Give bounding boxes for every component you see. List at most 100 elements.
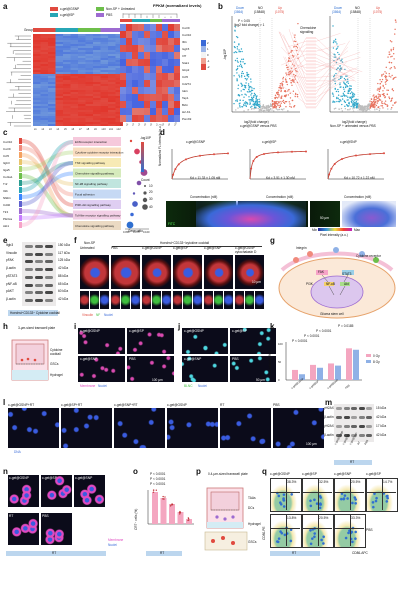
- g-label-integrin: Integrin: [296, 246, 307, 250]
- gene-label: Ido1: [182, 89, 188, 93]
- d-point: [199, 154, 201, 157]
- enrichment-dot: [134, 148, 140, 155]
- enrichment-dot: [126, 221, 134, 229]
- c-xtick: 0.100: [143, 230, 150, 234]
- tile-label: PBS: [129, 357, 136, 361]
- blot-band: [25, 268, 33, 272]
- svg-text:s12: s12: [117, 127, 122, 130]
- western-blot-e: [22, 242, 56, 306]
- blot-band: [358, 416, 365, 419]
- k-p2: P < 0.0001: [316, 329, 332, 333]
- o-point: [162, 495, 164, 498]
- o-point: [162, 498, 164, 500]
- transwell-schematic-p: [204, 487, 248, 551]
- term-label: PI3K-Akt signalling pathway: [75, 203, 111, 207]
- n-crt-tile: [41, 513, 72, 545]
- n-legend-nuclei: Nuclei: [108, 543, 117, 547]
- term-node: [73, 147, 121, 157]
- gene-node: [19, 208, 22, 214]
- term-node: [73, 168, 121, 178]
- f-channel-tile: [131, 291, 140, 309]
- d-fitc-image-3: [310, 201, 340, 227]
- small-group-cell: [150, 19, 156, 22]
- scale-tick: 1: [207, 47, 209, 51]
- gene-label: Irf7: [182, 54, 187, 58]
- term-label: Chemokine signalling pathway: [75, 172, 115, 176]
- legend-sp: c-gel@SP: [60, 13, 75, 17]
- n-tile-label: c-gel@SP: [42, 476, 57, 480]
- gene-label: Ifit1: [182, 40, 187, 44]
- d-point: [227, 152, 229, 155]
- l-dna-tile: [114, 408, 165, 448]
- blot-e-protein: Vinculin: [6, 250, 18, 255]
- term-node: [73, 189, 121, 199]
- q-gate-value: 14.7%: [383, 480, 393, 484]
- blot-e-protein: pNF-κB: [6, 281, 17, 286]
- blot-band: [25, 291, 33, 295]
- svg-text:s11: s11: [109, 127, 114, 130]
- i-legend-membrane: Membrane: [80, 384, 96, 388]
- fluorescence-tile: [230, 328, 276, 354]
- d-kd-2: Kd = 3.51 ± 1.30 nM: [266, 176, 295, 180]
- l-scalebar: 100 μm: [306, 442, 317, 446]
- term-label: Cytokine-cytokine receptor interaction: [75, 151, 124, 155]
- d-point: [185, 158, 187, 161]
- d-point: [383, 152, 385, 155]
- volcano-left-no-n: (15848): [254, 10, 265, 14]
- n-tile-label: c-gel@SNP: [75, 476, 93, 480]
- o-p2: P < 0.0001: [150, 477, 166, 481]
- o-point: [155, 489, 158, 491]
- blot-e-kda: 42 kDa: [58, 296, 69, 301]
- f-channel-tile: [80, 291, 89, 309]
- o-point: [170, 504, 172, 506]
- i-scalebar: 100 μm: [152, 378, 163, 382]
- f-channel-tile: [121, 291, 130, 309]
- j-legend-blnc: BLNC: [184, 384, 193, 388]
- q-gate-h: [334, 492, 364, 493]
- d-xlabel-3: Concentration (nM): [344, 195, 372, 199]
- svg-text:s2: s2: [42, 127, 45, 130]
- binding-curves: [171, 149, 385, 180]
- d-title-2: c-gel@SP: [262, 140, 277, 144]
- scale-tick: -2: [207, 65, 210, 69]
- k-xtick: c-gel@SNP: [326, 378, 339, 390]
- o-point: [187, 517, 190, 520]
- c-count-30: 30: [149, 197, 153, 201]
- q-gate-h: [302, 528, 332, 529]
- k-bar-8gy: [317, 367, 323, 380]
- g-label-fak: FAK: [318, 270, 325, 274]
- f-channel-tile: [90, 291, 99, 309]
- blot-band: [45, 291, 53, 295]
- term-label: Chemokine signalling pathway: [75, 224, 115, 228]
- f-legend-nuclei: Nuclei: [104, 313, 113, 317]
- f-header-nonsp: Non-SP: [84, 241, 96, 245]
- c-count-20: 20: [149, 190, 153, 194]
- legend-gsnp: c-gel@GSNP: [60, 7, 80, 11]
- volcano-right-xlabel: log2(fold change): [342, 120, 367, 124]
- volcano-left-title: c-gel@GSNP versus PBS: [240, 124, 277, 128]
- k-bar-8gy: [353, 349, 359, 380]
- q-gate-h: [270, 528, 300, 529]
- c-xlabel: Gene ratio: [128, 229, 143, 233]
- c-size-title: -log10P: [140, 136, 151, 140]
- q-gate-v: [286, 514, 287, 546]
- n-scalebar: 30 μm: [98, 546, 107, 550]
- blot-e-kda: 65 kDa: [58, 281, 69, 286]
- o-point: [179, 512, 182, 514]
- blot-band: [351, 425, 357, 428]
- f-legend-vinculin: Vinculin: [82, 313, 94, 317]
- c-count-title: Count: [141, 178, 150, 182]
- f-channel-tile: [224, 291, 233, 309]
- blot-e-kda: 60 kDa: [58, 289, 69, 294]
- f-confocal-tile: [235, 255, 264, 289]
- o-point: [187, 519, 189, 522]
- f-col-label: c-gel@SNP: [204, 246, 222, 250]
- f-channel-tile: [214, 291, 223, 309]
- term-node: [73, 137, 121, 146]
- o-point: [171, 503, 173, 505]
- n-crt-tile: [8, 475, 39, 507]
- k-bar-0gy: [328, 363, 334, 380]
- o-ylabel: CRT⁺ cells (%): [134, 508, 138, 530]
- volcano-threshold: P < 0.05: [238, 19, 250, 23]
